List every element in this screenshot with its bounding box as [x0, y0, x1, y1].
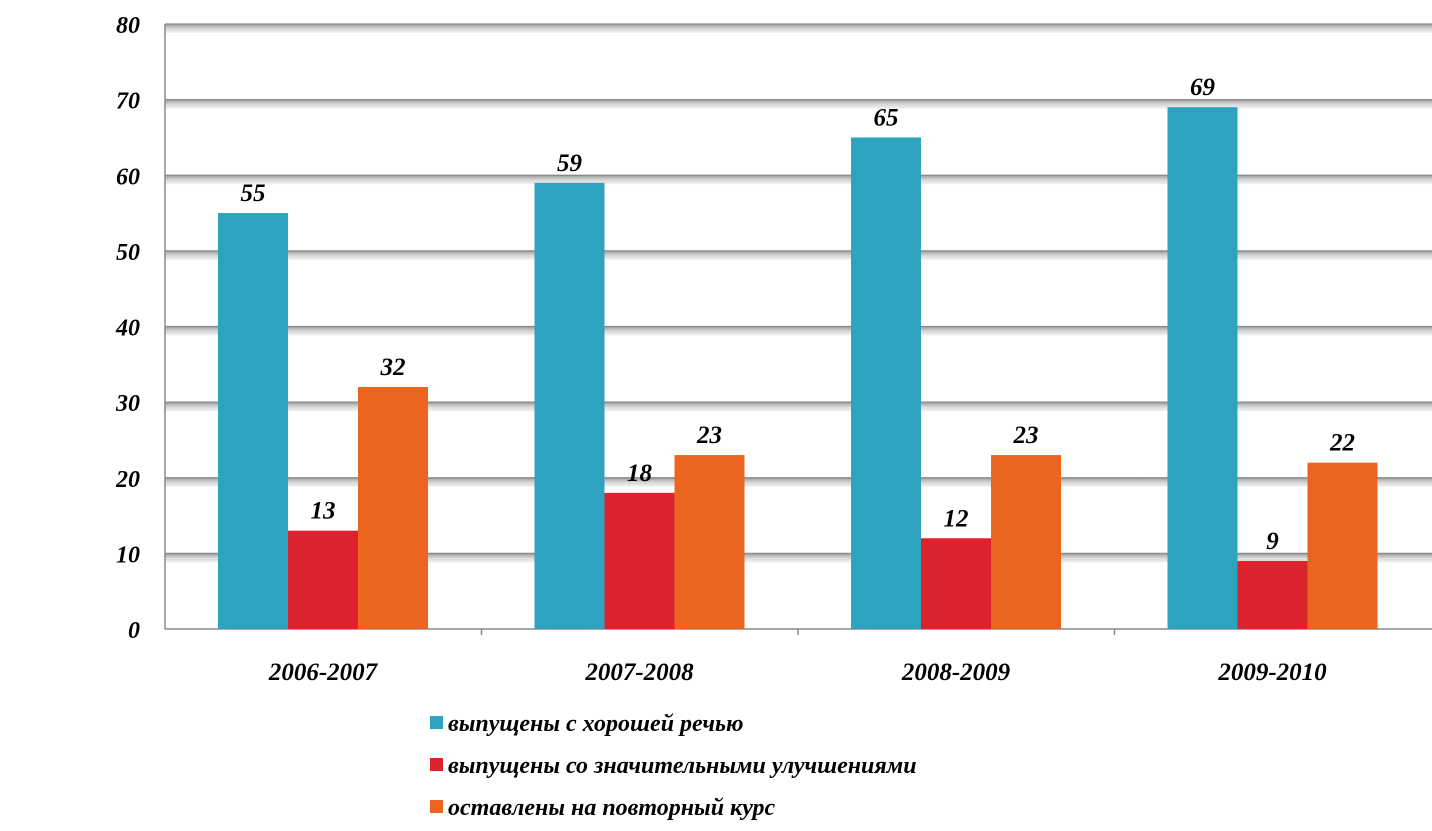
bar: [604, 492, 675, 629]
y-tick-label: 30: [115, 391, 140, 417]
data-label: 13: [311, 498, 336, 525]
y-tick-label: 80: [116, 13, 140, 39]
y-tick-label: 0: [128, 618, 140, 644]
legend-label: выпущены со значительными улучшениями: [448, 753, 917, 779]
y-tick-label: 20: [115, 467, 140, 493]
data-label: 32: [380, 354, 406, 381]
bar: [1237, 560, 1308, 629]
data-labels: 55 13 32 59 18 23 65 12 23 69 9 22: [241, 74, 1356, 555]
legend-swatch: [430, 800, 443, 813]
bar: [1307, 462, 1378, 629]
legend-label: выпущены с хорошей речью: [448, 711, 743, 737]
gridline: [165, 553, 1432, 563]
y-tick-label: 40: [115, 316, 140, 342]
data-label: 23: [696, 422, 722, 449]
data-label: 55: [241, 180, 266, 207]
data-label: 69: [1190, 74, 1216, 101]
legend-swatch: [430, 758, 443, 771]
y-tick-label: 10: [116, 542, 140, 568]
bar: [288, 530, 358, 629]
data-label: 18: [627, 460, 653, 487]
bar: [851, 137, 921, 629]
bar: [534, 182, 605, 629]
x-tick-label: 2006-2007: [268, 659, 379, 686]
data-label: 22: [1329, 430, 1355, 457]
bar: [921, 538, 991, 629]
x-tick-label: 2009-2010: [1217, 659, 1327, 686]
y-tick-label: 60: [116, 164, 140, 190]
legend-swatch: [430, 716, 443, 729]
legend: выпущены с хорошей речью выпущены со знач…: [430, 711, 917, 821]
bar: [674, 455, 745, 629]
data-label: 12: [944, 505, 969, 532]
gridline: [165, 175, 1432, 185]
bars: [218, 107, 1378, 629]
gridline: [165, 477, 1432, 487]
gridline: [165, 326, 1432, 336]
x-tick-label: 2008-2009: [901, 659, 1011, 686]
data-label: 65: [874, 104, 899, 131]
gridline: [165, 250, 1432, 260]
bar: [991, 455, 1061, 629]
data-label: 9: [1266, 528, 1279, 555]
gridline: [165, 402, 1432, 412]
gridline: [165, 99, 1432, 109]
legend-label: оставлены на повторный курс: [448, 795, 776, 821]
x-tick-label: 2007-2008: [584, 659, 694, 686]
data-label: 59: [557, 150, 583, 177]
bar: [358, 387, 428, 629]
bar: [1167, 107, 1238, 629]
bar: [218, 213, 288, 629]
axes: 0 10 20 30 40 50 60 70 80 2006-2007 2007-2008 2008-…: [115, 13, 1432, 686]
data-label: 23: [1013, 422, 1039, 449]
gridline: [165, 24, 1432, 33]
y-tick-label: 50: [116, 240, 140, 266]
gridlines: [165, 23, 1432, 563]
y-tick-label: 70: [116, 89, 140, 115]
